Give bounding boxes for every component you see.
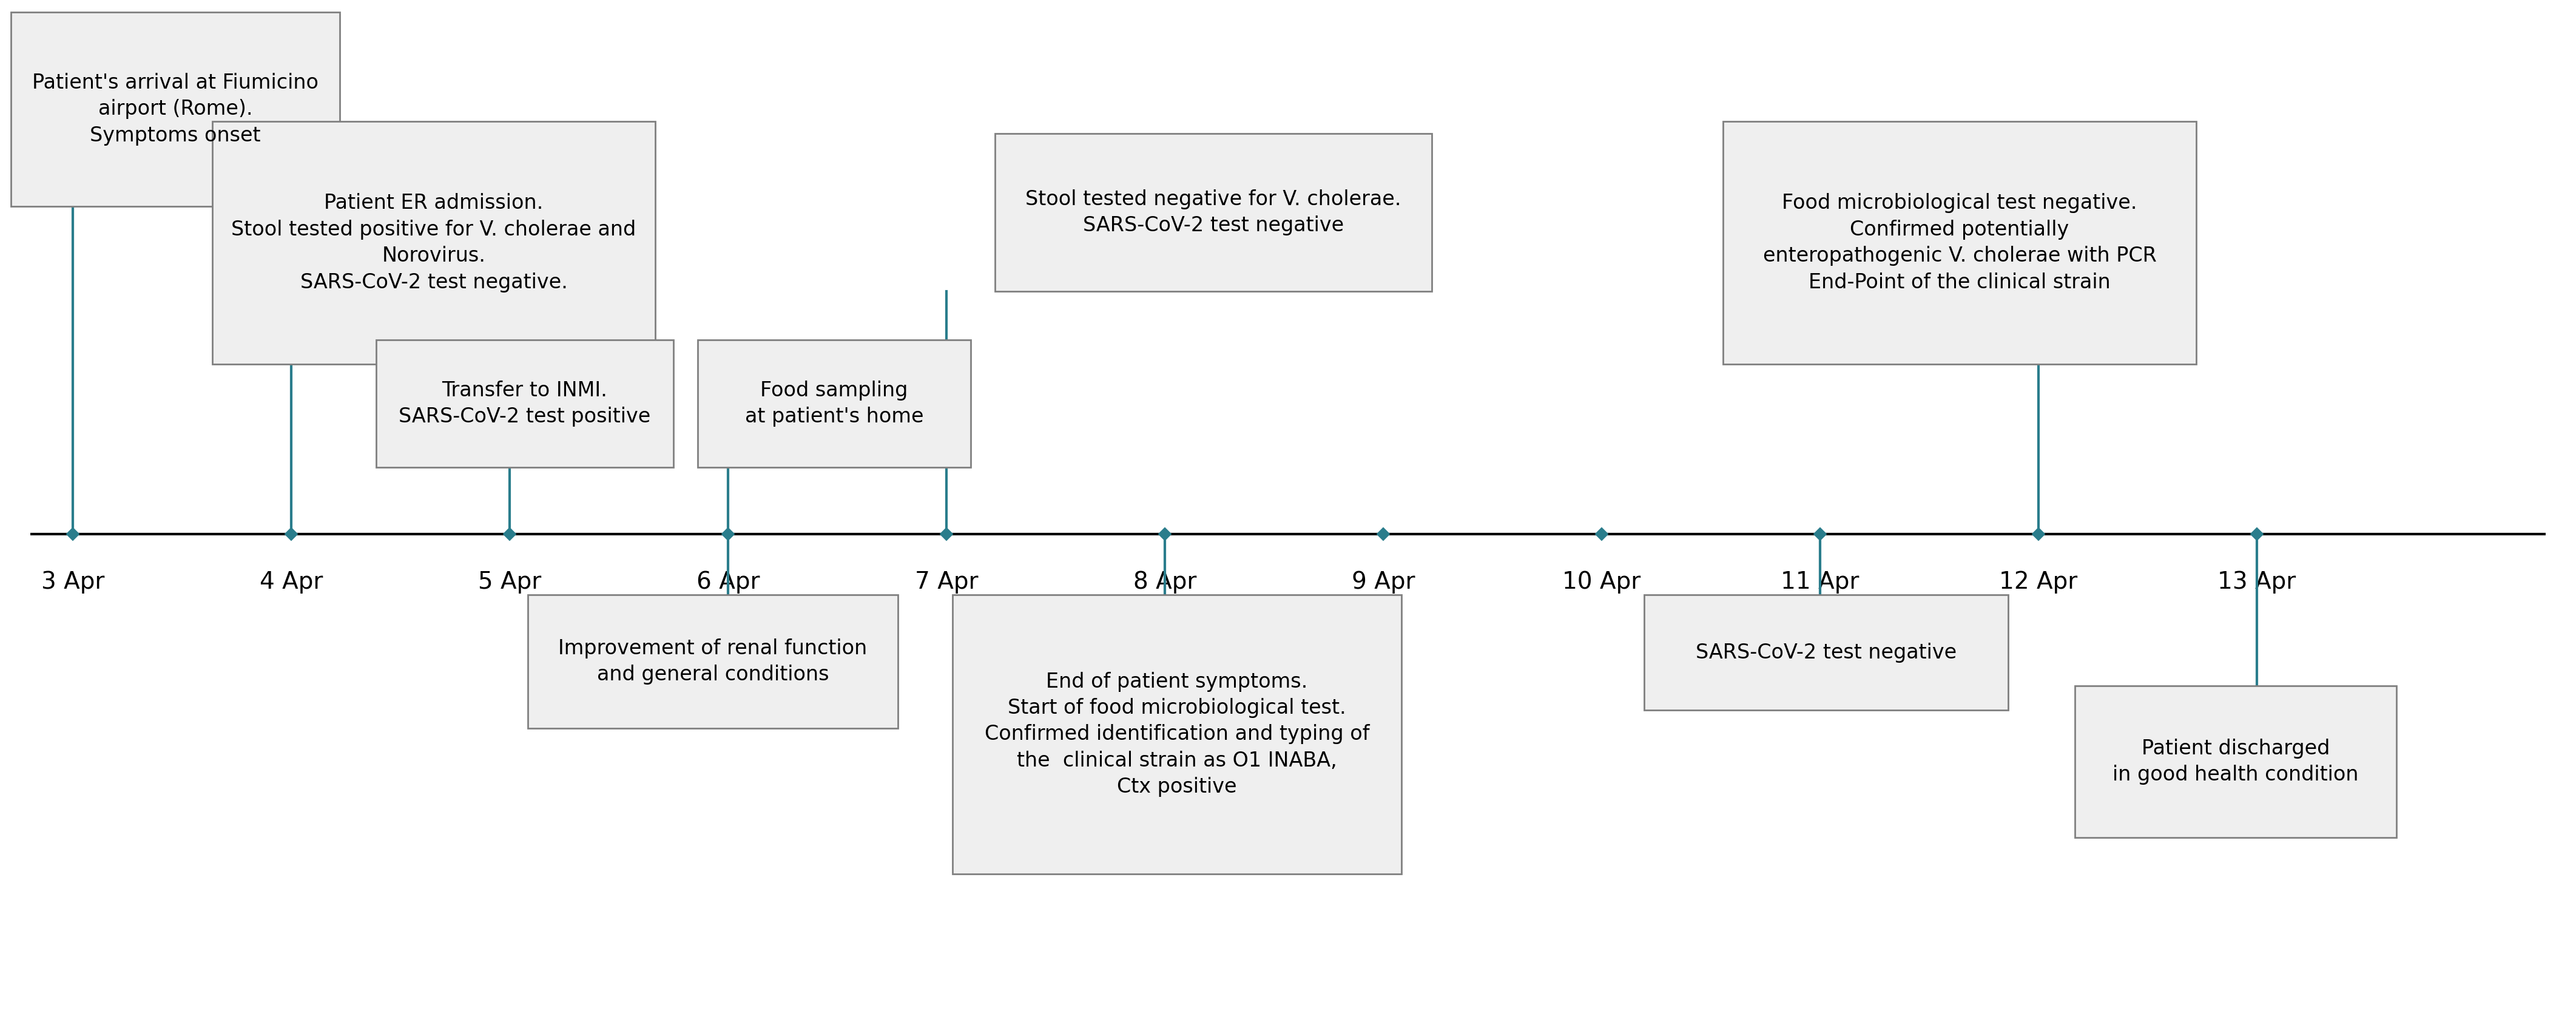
Text: 11 Apr: 11 Apr — [1780, 571, 1860, 593]
Text: 7 Apr: 7 Apr — [914, 571, 979, 593]
Text: 3 Apr: 3 Apr — [41, 571, 106, 593]
FancyBboxPatch shape — [698, 340, 971, 468]
Text: 13 Apr: 13 Apr — [2218, 571, 2295, 593]
Text: 4 Apr: 4 Apr — [260, 571, 322, 593]
FancyBboxPatch shape — [953, 595, 1401, 874]
Text: SARS-CoV-2 test negative: SARS-CoV-2 test negative — [1695, 642, 1958, 662]
Text: Food microbiological test negative.
Confirmed potentially
enteropathogenic V. ch: Food microbiological test negative. Conf… — [1762, 194, 2156, 292]
Text: 10 Apr: 10 Apr — [1564, 571, 1641, 593]
Text: Stool tested negative for V. cholerae.
SARS-CoV-2 test negative: Stool tested negative for V. cholerae. S… — [1025, 190, 1401, 235]
FancyBboxPatch shape — [528, 595, 899, 729]
Text: End of patient symptoms.
Start of food microbiological test.
Confirmed identific: End of patient symptoms. Start of food m… — [984, 672, 1370, 797]
FancyBboxPatch shape — [10, 12, 340, 207]
FancyBboxPatch shape — [1723, 121, 2197, 364]
FancyBboxPatch shape — [1643, 595, 2009, 710]
Text: Patient ER admission.
Stool tested positive for V. cholerae and
Norovirus.
SARS-: Patient ER admission. Stool tested posit… — [232, 194, 636, 292]
Text: 6 Apr: 6 Apr — [696, 571, 760, 593]
Text: Transfer to INMI.
SARS-CoV-2 test positive: Transfer to INMI. SARS-CoV-2 test positi… — [399, 380, 652, 427]
Text: Improvement of renal function
and general conditions: Improvement of renal function and genera… — [559, 638, 868, 685]
Text: Food sampling
at patient's home: Food sampling at patient's home — [744, 380, 925, 427]
FancyBboxPatch shape — [211, 121, 654, 364]
FancyBboxPatch shape — [376, 340, 672, 468]
Text: 9 Apr: 9 Apr — [1352, 571, 1414, 593]
Text: 5 Apr: 5 Apr — [479, 571, 541, 593]
Text: 8 Apr: 8 Apr — [1133, 571, 1195, 593]
FancyBboxPatch shape — [994, 133, 1432, 291]
Text: Patient's arrival at Fiumicino
airport (Rome).
Symptoms onset: Patient's arrival at Fiumicino airport (… — [31, 73, 319, 146]
Text: Patient discharged
in good health condition: Patient discharged in good health condit… — [2112, 739, 2360, 785]
Text: 12 Apr: 12 Apr — [1999, 571, 2079, 593]
FancyBboxPatch shape — [2074, 686, 2396, 838]
